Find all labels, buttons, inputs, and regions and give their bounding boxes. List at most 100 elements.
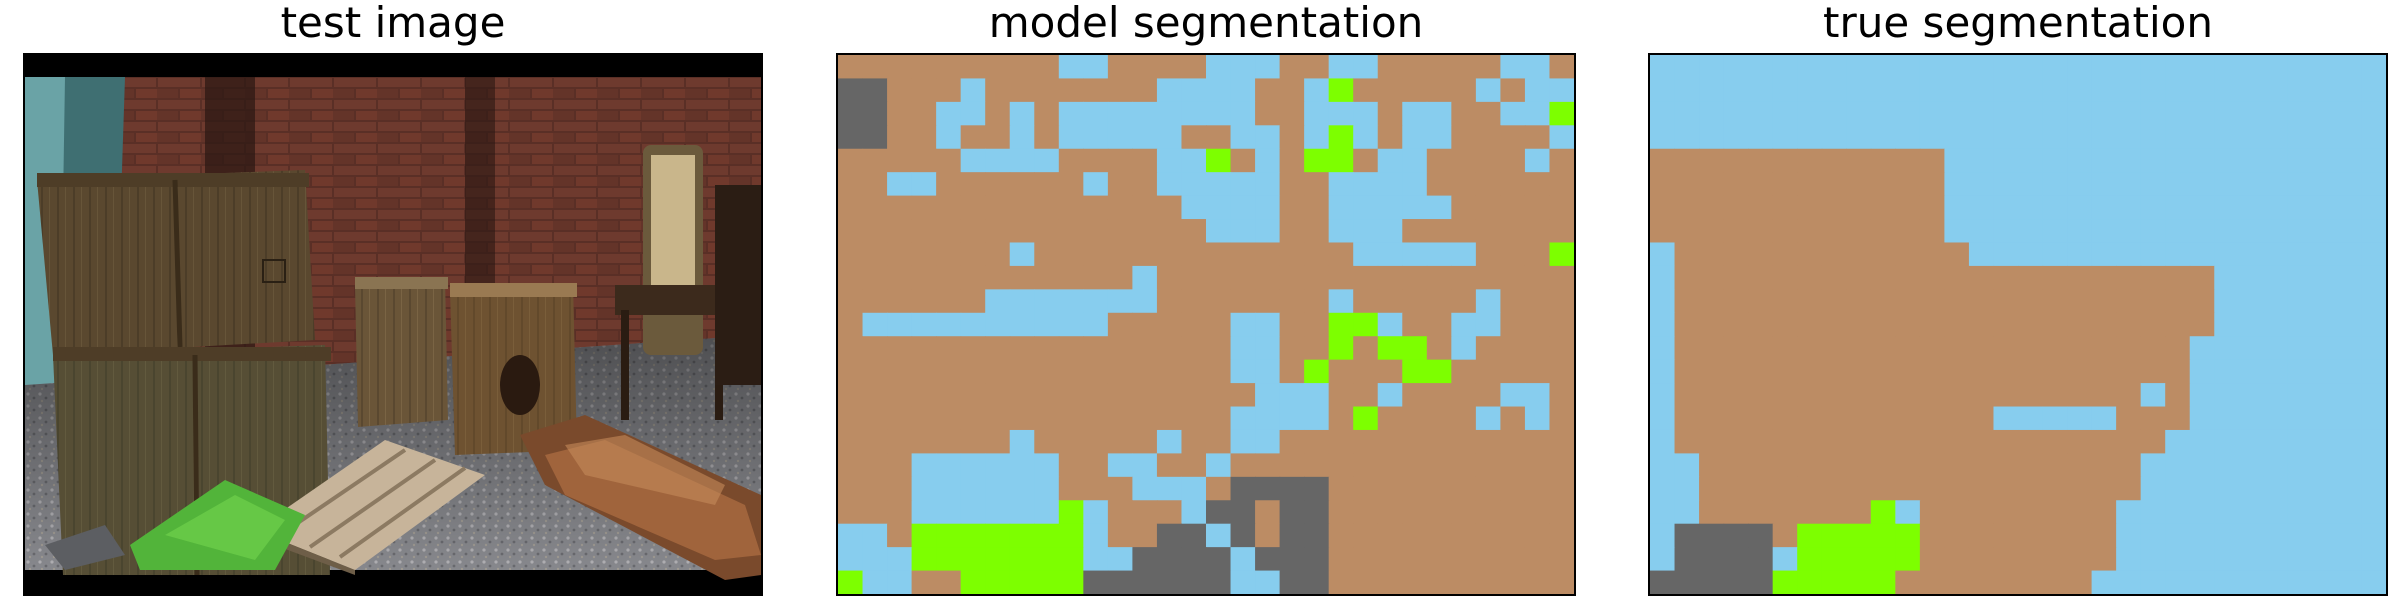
segment-cell: [1944, 148, 1970, 173]
segment-cell: [1549, 172, 1574, 197]
segment-cell: [1132, 336, 1158, 361]
segment-cell: [1353, 289, 1379, 314]
segment-cell: [960, 148, 986, 173]
segment-cell: [2238, 336, 2264, 361]
segment-cell: [1402, 101, 1428, 126]
segment-cell: [1475, 78, 1501, 103]
segment-cell: [887, 125, 913, 150]
segment-cell: [1919, 570, 1945, 594]
segment-cell: [2140, 101, 2166, 126]
segment-cell: [1132, 125, 1158, 150]
segment-cell: [2042, 406, 2068, 431]
segment-cell: [2140, 429, 2166, 454]
segment-cell: [2189, 336, 2215, 361]
segment-cell: [1650, 406, 1676, 431]
segment-cell: [1083, 219, 1109, 244]
segment-cell: [1723, 359, 1749, 384]
segment-cell: [2116, 336, 2142, 361]
segment-cell: [1107, 101, 1133, 126]
segment-cell: [911, 125, 937, 150]
segment-cell: [960, 547, 986, 572]
segment-cell: [1500, 570, 1526, 594]
segment-cell: [862, 219, 888, 244]
segment-cell: [1058, 195, 1084, 220]
segment-cell: [1699, 312, 1725, 337]
segment-cell: [1377, 242, 1403, 267]
segment-cell: [1748, 312, 1774, 337]
segment-cell: [2312, 570, 2338, 594]
segment-cell: [1426, 383, 1452, 408]
segment-cell: [2189, 406, 2215, 431]
segment-cell: [1230, 265, 1256, 290]
segment-cell: [1821, 55, 1847, 80]
segment-cell: [1870, 547, 1896, 572]
segment-cell: [1304, 383, 1330, 408]
segment-cell: [2214, 523, 2240, 548]
segment-cell: [1500, 336, 1526, 361]
segment-cell: [1748, 523, 1774, 548]
segment-cell: [2165, 172, 2191, 197]
segment-cell: [2238, 383, 2264, 408]
segment-cell: [1304, 265, 1330, 290]
segment-cell: [1230, 547, 1256, 572]
segment-cell: [2116, 476, 2142, 501]
segment-cell: [1968, 476, 1995, 501]
segment-cell: [1650, 359, 1676, 384]
segment-cell: [1797, 500, 1823, 525]
segment-cell: [1009, 172, 1035, 197]
segment-cell: [1895, 125, 1921, 150]
segment-cell: [887, 265, 913, 290]
segment-cell: [1426, 242, 1452, 267]
segment-cell: [1919, 125, 1945, 150]
segment-cell: [1699, 383, 1725, 408]
segment-cell: [1919, 78, 1945, 103]
segment-cell: [1500, 219, 1526, 244]
segment-cell: [1402, 148, 1428, 173]
segment-cell: [1377, 125, 1403, 150]
segment-cell: [1279, 547, 1305, 572]
segment-cell: [1699, 78, 1725, 103]
segment-cell: [1255, 453, 1281, 478]
segment-cell: [1500, 172, 1526, 197]
segment-cell: [911, 55, 937, 80]
segment-cell: [1772, 429, 1798, 454]
segment-cell: [2263, 429, 2289, 454]
segment-cell: [1279, 500, 1305, 525]
segment-cell: [1181, 500, 1207, 525]
segment-cell: [2189, 242, 2215, 267]
segment-cell: [1402, 500, 1428, 525]
segment-cell: [1451, 148, 1477, 173]
segment-cell: [2189, 101, 2215, 126]
segment-cell: [2165, 125, 2191, 150]
segment-cell: [862, 242, 888, 267]
segment-cell: [1895, 359, 1921, 384]
segment-cell: [2263, 265, 2289, 290]
segment-cell: [1058, 523, 1084, 548]
panel-title: test image: [280, 0, 506, 47]
segment-cell: [2287, 570, 2313, 594]
segment-cell: [1895, 242, 1921, 267]
segment-cell: [1083, 406, 1109, 431]
segment-cell: [838, 547, 864, 572]
segment-cell: [1797, 101, 1823, 126]
segment-cell: [2042, 500, 2068, 525]
segment-cell: [1846, 55, 1872, 80]
segment-cell: [1549, 265, 1574, 290]
segment-cell: [1377, 453, 1403, 478]
segment-cell: [1993, 125, 2019, 150]
segment-cell: [1870, 242, 1896, 267]
segment-cell: [1255, 570, 1281, 594]
segment-cell: [2091, 476, 2117, 501]
segment-cell: [1328, 265, 1354, 290]
segment-cell: [1402, 55, 1428, 80]
segment-cell: [1009, 289, 1035, 314]
segment-cell: [1699, 336, 1725, 361]
segment-cell: [1699, 195, 1725, 220]
segment-cell: [1549, 78, 1574, 103]
segment-cell: [911, 359, 937, 384]
segment-cell: [2263, 148, 2289, 173]
segment-cell: [1230, 125, 1256, 150]
segment-cell: [2067, 78, 2093, 103]
segment-cell: [1993, 453, 2019, 478]
segment-cell: [1748, 219, 1774, 244]
